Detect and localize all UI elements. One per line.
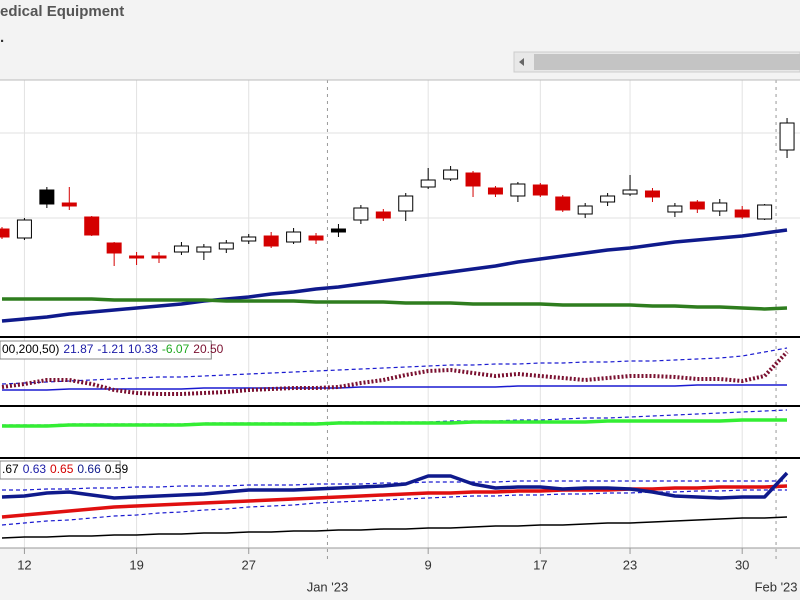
candle-body (420, 179, 436, 188)
scroll-left-arrow[interactable] (519, 58, 524, 66)
indicator-line (1, 350, 789, 396)
x-tick-label: 9 (425, 557, 432, 572)
legend-entry: 20.50 (193, 342, 223, 356)
panel-legend: 00,200,50) 21.87 -1.21 10.33 -6.07 20.50 (0, 340, 224, 360)
candle-body (375, 211, 391, 219)
legend-entry: 0.63 (23, 462, 47, 476)
legend-box (0, 340, 212, 360)
candle-body (734, 209, 750, 218)
legend-entry: 10.33 (128, 342, 158, 356)
candle-body (689, 201, 705, 210)
candle-body (286, 231, 302, 243)
x-axis-area (0, 548, 800, 600)
indicator-line (2, 384, 787, 391)
indicator-line (1, 489, 787, 526)
candle-body (263, 235, 279, 247)
panel (0, 406, 800, 458)
x-tick-label: 30 (735, 557, 749, 572)
candle-body (39, 189, 55, 205)
legend-entry: -6.07 (162, 342, 190, 356)
candle-body (173, 245, 189, 253)
month-label: Feb '23 (755, 579, 798, 594)
indicator-line (2, 480, 787, 491)
candle-body (600, 195, 616, 203)
x-tick-label: 19 (129, 557, 143, 572)
panel-legend: .67 0.63 0.65 0.66 0.59 (0, 460, 128, 480)
panel (0, 458, 800, 548)
legend-text: .67 0.63 0.65 0.66 0.59 (2, 462, 128, 476)
candle-body (779, 122, 795, 151)
candle-body (667, 205, 683, 213)
legend-entry: -1.21 (97, 342, 125, 356)
candle-body (622, 189, 638, 195)
candle-body (398, 195, 414, 212)
candle-body (757, 204, 773, 220)
candle-body (555, 196, 571, 211)
legend-box (0, 460, 121, 480)
candle-body (465, 172, 481, 187)
candle-body (353, 207, 369, 221)
candle-body (644, 190, 660, 198)
candle-body (532, 184, 548, 196)
indicator-line (1, 471, 789, 500)
indicator-line (1, 484, 788, 519)
month-label: Jan '23 (307, 579, 349, 594)
x-tick-label: 12 (17, 557, 31, 572)
candle-body (510, 183, 526, 197)
indicator-line (1, 516, 788, 539)
candle-body (106, 242, 122, 254)
candle-body (61, 202, 77, 207)
candle-body (241, 236, 257, 242)
candle-body (443, 169, 459, 180)
candle-body (196, 246, 212, 253)
indicator-line (1, 347, 788, 385)
indicator-line (2, 297, 788, 311)
scrollbar[interactable] (513, 51, 800, 73)
candle-body (330, 228, 346, 233)
legend-entry: 00,200,50) (2, 342, 59, 356)
legend-entry: 0.66 (77, 462, 101, 476)
candle-body (16, 219, 32, 239)
candle-body (308, 235, 324, 241)
indicator-line (2, 418, 787, 428)
legend-text: 00,200,50) 21.87 -1.21 10.33 -6.07 20.50 (2, 342, 224, 356)
chart-subtitle: . (0, 29, 4, 46)
legend-entry: 21.87 (63, 342, 93, 356)
chart-title: edical Equipment (0, 3, 124, 20)
candle-body (218, 242, 234, 250)
x-tick-label: 27 (241, 557, 255, 572)
candle-body (487, 187, 503, 195)
x-tick-label: 17 (533, 557, 547, 572)
legend-entry: .67 (2, 462, 19, 476)
x-tick-label: 23 (623, 557, 637, 572)
legend-entry: 0.65 (50, 462, 74, 476)
candle-body (151, 255, 167, 259)
candle-body (577, 205, 593, 215)
candle-body (0, 228, 10, 238)
candle-body (712, 202, 728, 212)
candle-body (129, 255, 145, 259)
indicator-line (1, 228, 788, 323)
candle-body (84, 216, 100, 236)
scroll-thumb[interactable] (534, 54, 800, 70)
legend-entry: 0.59 (105, 462, 129, 476)
